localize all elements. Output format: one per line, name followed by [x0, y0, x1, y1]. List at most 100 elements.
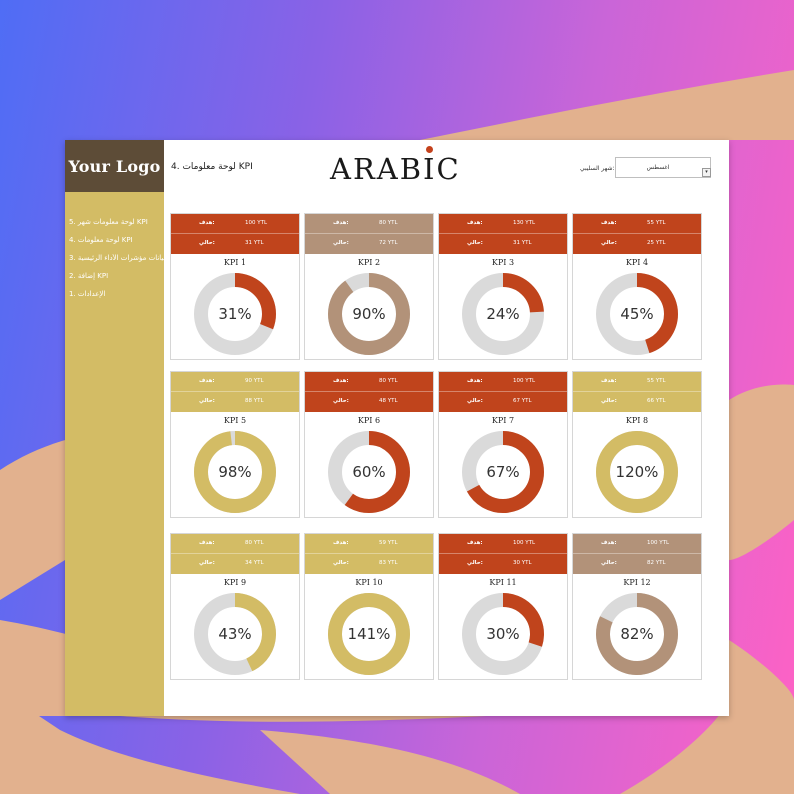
actual-label: حالي: — [199, 398, 215, 404]
sidebar: Your Logo 5. لوحة معلومات شهر KPI 4. لوح… — [65, 140, 164, 716]
target-row: هدف: 100 YTL — [171, 214, 299, 234]
target-label: هدف: — [601, 378, 617, 384]
target-value: 80 YTL — [379, 378, 398, 384]
donut-chart — [328, 273, 410, 355]
kpi-card: هدف: 59 YTL حالي: 83 YTL KPI 10 141% — [304, 533, 434, 680]
target-label: هدف: — [467, 540, 483, 546]
actual-value: 72 YTL — [379, 240, 398, 246]
actual-row: حالي: 30 YTL — [439, 554, 567, 574]
kpi-card-header: هدف: 80 YTL حالي: 34 YTL — [171, 534, 299, 574]
kpi-card-header: هدف: 100 YTL حالي: 82 YTL — [573, 534, 701, 574]
kpi-percent: 67% — [486, 463, 520, 481]
kpi-percent: 45% — [620, 305, 654, 323]
target-value: 80 YTL — [379, 220, 398, 226]
actual-row: حالي: 83 YTL — [305, 554, 433, 574]
target-label: هدف: — [333, 378, 349, 384]
kpi-card-header: هدف: 130 YTL حالي: 31 YTL — [439, 214, 567, 254]
kpi-card-header: هدف: 55 YTL حالي: 25 YTL — [573, 214, 701, 254]
donut-progress — [328, 431, 410, 513]
donut-progress — [328, 593, 410, 675]
kpi-card-header: هدف: 90 YTL حالي: 88 YTL — [171, 372, 299, 412]
actual-label: حالي: — [333, 240, 349, 246]
sidebar-item-monthly-dashboard[interactable]: 5. لوحة معلومات شهر KPI — [69, 218, 148, 226]
actual-value: 82 YTL — [647, 560, 666, 566]
actual-label: حالي: — [601, 240, 617, 246]
kpi-card: هدف: 55 YTL حالي: 66 YTL KPI 8 120% — [572, 371, 702, 518]
actual-value: 66 YTL — [647, 398, 666, 404]
target-label: هدف: — [333, 220, 349, 226]
donut-chart — [462, 273, 544, 355]
sidebar-item-settings[interactable]: 1. الإعدادات — [69, 290, 106, 298]
kpi-name: KPI 8 — [625, 416, 649, 425]
kpi-card: هدف: 100 YTL حالي: 82 YTL KPI 12 82% — [572, 533, 702, 680]
donut-progress — [596, 273, 678, 355]
kpi-name: KPI 5 — [223, 416, 247, 425]
kpi-card-header: هدف: 80 YTL حالي: 72 YTL — [305, 214, 433, 254]
actual-row: حالي: 31 YTL — [439, 234, 567, 254]
kpi-card: هدف: 100 YTL حالي: 30 YTL KPI 11 30% — [438, 533, 568, 680]
target-label: هدف: — [467, 220, 483, 226]
kpi-card-header: هدف: 100 YTL حالي: 31 YTL — [171, 214, 299, 254]
target-value: 130 YTL — [513, 220, 536, 226]
sidebar-item-kpi-data[interactable]: 3. بيانات مؤشرات الأداء الرئيسية — [69, 254, 164, 262]
actual-value: 30 YTL — [513, 560, 532, 566]
sidebar-item-add-kpi[interactable]: 2. إضافة KPI — [69, 272, 109, 280]
actual-value: 83 YTL — [379, 560, 398, 566]
target-value: 55 YTL — [647, 378, 666, 384]
kpi-card-header: هدف: 100 YTL حالي: 67 YTL — [439, 372, 567, 412]
actual-value: 31 YTL — [245, 240, 264, 246]
kpi-card: هدف: 100 YTL حالي: 67 YTL KPI 7 67% — [438, 371, 568, 518]
kpi-card-header: هدف: 80 YTL حالي: 48 YTL — [305, 372, 433, 412]
kpi-card: هدف: 90 YTL حالي: 88 YTL KPI 5 98% — [170, 371, 300, 518]
target-value: 59 YTL — [379, 540, 398, 546]
donut-chart — [328, 431, 410, 513]
kpi-card-header: هدف: 55 YTL حالي: 66 YTL — [573, 372, 701, 412]
target-label: هدف: — [199, 540, 215, 546]
actual-label: حالي: — [199, 560, 215, 566]
donut-chart — [462, 431, 544, 513]
actual-row: حالي: 72 YTL — [305, 234, 433, 254]
target-row: هدف: 80 YTL — [305, 372, 433, 392]
actual-value: 88 YTL — [245, 398, 264, 404]
actual-value: 34 YTL — [245, 560, 264, 566]
month-select[interactable]: اغسطس — [615, 157, 711, 178]
brand-text-left: ARAB — [330, 152, 424, 186]
kpi-card: هدف: 80 YTL حالي: 48 YTL KPI 6 60% — [304, 371, 434, 518]
donut-chart — [194, 431, 276, 513]
kpi-card-header: هدف: 100 YTL حالي: 30 YTL — [439, 534, 567, 574]
actual-row: حالي: 66 YTL — [573, 392, 701, 412]
sidebar-item-dashboard[interactable]: 4. لوحة معلومات KPI — [69, 236, 133, 244]
donut-chart — [596, 431, 678, 513]
actual-row: حالي: 25 YTL — [573, 234, 701, 254]
kpi-percent: 43% — [218, 625, 252, 643]
kpi-percent: 60% — [352, 463, 386, 481]
target-row: هدف: 100 YTL — [439, 372, 567, 392]
donut-progress — [462, 273, 544, 355]
actual-value: 25 YTL — [647, 240, 666, 246]
kpi-percent: 31% — [218, 305, 252, 323]
chevron-down-icon[interactable]: ▾ — [702, 168, 711, 177]
actual-value: 67 YTL — [513, 398, 532, 404]
actual-row: حالي: 82 YTL — [573, 554, 701, 574]
actual-value: 31 YTL — [513, 240, 532, 246]
logo: Your Logo — [65, 140, 164, 192]
kpi-card: هدف: 55 YTL حالي: 25 YTL KPI 4 45% — [572, 213, 702, 360]
brand-wordmark: ARABIC — [330, 146, 461, 186]
kpi-percent: 90% — [352, 305, 386, 323]
kpi-name: KPI 4 — [625, 258, 649, 267]
actual-value: 48 YTL — [379, 398, 398, 404]
target-value: 80 YTL — [245, 540, 264, 546]
kpi-name: KPI 6 — [357, 416, 381, 425]
target-value: 100 YTL — [245, 220, 268, 226]
dashboard-sheet: Your Logo 5. لوحة معلومات شهر KPI 4. لوح… — [65, 140, 729, 716]
donut-progress — [462, 431, 544, 513]
donut-progress — [194, 431, 276, 513]
donut-progress — [194, 593, 276, 675]
kpi-name: KPI 2 — [357, 258, 381, 267]
target-row: هدف: 90 YTL — [171, 372, 299, 392]
target-value: 90 YTL — [245, 378, 264, 384]
actual-row: حالي: 34 YTL — [171, 554, 299, 574]
kpi-card: هدف: 80 YTL حالي: 72 YTL KPI 2 90% — [304, 213, 434, 360]
kpi-name: KPI 7 — [491, 416, 515, 425]
donut-progress — [596, 593, 678, 675]
